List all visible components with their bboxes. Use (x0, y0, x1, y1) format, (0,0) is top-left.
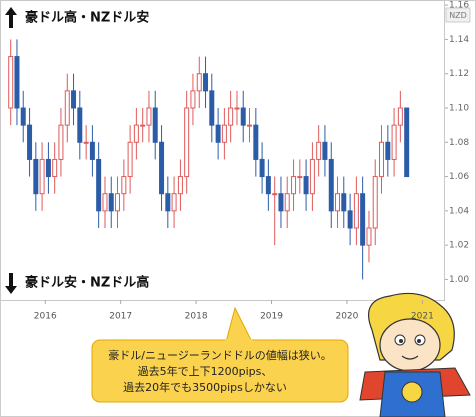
candle-body (404, 107, 410, 178)
y-tick-label: 1.10 (449, 104, 469, 114)
candle-body (234, 107, 240, 110)
candle-body (303, 176, 309, 195)
candle-body (127, 141, 133, 178)
down-arrow (5, 273, 17, 294)
y-tick-label: 1.00 (449, 275, 469, 285)
x-tick-label: 2017 (109, 312, 132, 322)
candle-body (27, 124, 33, 160)
candle-body (221, 124, 227, 143)
y-tick-label: 1.02 (449, 241, 469, 251)
x-tick-label: 2020 (335, 312, 358, 322)
x-tick-label: 2018 (185, 312, 208, 322)
candle-body (108, 193, 114, 212)
candle-body (265, 176, 271, 195)
candle-body (385, 141, 391, 160)
candle-body (45, 158, 51, 178)
candle-body (71, 90, 77, 109)
candle-body (247, 124, 253, 127)
candle-body (133, 124, 139, 143)
note-line: 豪ドル/ニュージーランドドルの値幅は狭い。 (108, 348, 332, 362)
candle-body (102, 193, 108, 212)
candle-body (347, 210, 353, 229)
y-tick-label: 1.14 (449, 35, 469, 45)
annotation: 豪ドル安・NZドル高 (25, 275, 149, 291)
x-tick-label: 2016 (34, 312, 57, 322)
callout (91, 339, 349, 403)
note-line: 過去5年で上下1200pips、 (138, 364, 273, 378)
x-tick-label: 2021 (411, 312, 434, 322)
candle-body (77, 107, 83, 143)
candle-body (309, 158, 315, 195)
candle-body (284, 193, 290, 212)
candle-body (291, 176, 297, 195)
candle-body (322, 141, 328, 160)
x-tick-label: 2019 (260, 312, 283, 322)
candle-body (33, 158, 39, 195)
candle-body (140, 124, 146, 127)
candle-body (328, 158, 334, 212)
candle-body (184, 107, 190, 178)
candle-body (152, 107, 158, 143)
candle-body (89, 141, 95, 160)
candle-body (397, 107, 403, 126)
candle-body (341, 193, 347, 212)
unit-label: NZD (449, 11, 467, 20)
candle-body (20, 107, 26, 126)
candle-body (115, 193, 121, 212)
candle-body (372, 176, 378, 229)
candle-body (196, 73, 202, 92)
note-line: 過去20年でも3500pipsしかない (123, 380, 287, 394)
y-tick-label: 1.04 (449, 206, 469, 216)
candle-body (171, 193, 177, 212)
candle-body (209, 90, 215, 126)
y-tick-label: 1.16 (449, 1, 469, 11)
candle-body (378, 141, 384, 178)
candle-body (253, 124, 259, 160)
candle-body (8, 56, 14, 109)
candle-body (190, 90, 196, 109)
candle-body (391, 124, 397, 160)
candle-body (316, 141, 322, 160)
candle-body (39, 158, 45, 195)
candle-body (297, 176, 303, 179)
callout-joint (225, 339, 253, 343)
candle-body (146, 107, 152, 126)
candle-body (52, 158, 58, 178)
candle-body (259, 158, 265, 178)
y-tick-label: 1.08 (449, 138, 469, 148)
candle-body (64, 90, 70, 126)
candle-body (360, 193, 366, 246)
candle-body (165, 193, 171, 212)
y-tick-label: 1.06 (449, 172, 469, 182)
candle-body (353, 193, 359, 229)
candle-body (159, 141, 165, 195)
annotation: 豪ドル高・NZドル安 (25, 10, 149, 26)
candle-body (121, 176, 127, 195)
candle-body (366, 227, 372, 246)
candle-body (203, 73, 209, 92)
candle-body (177, 176, 183, 195)
candles (8, 39, 410, 280)
candle-body (272, 193, 278, 196)
y-tick-label: 1.12 (449, 69, 469, 79)
candle-body (83, 141, 89, 144)
candle-body (215, 124, 221, 143)
up-arrow (5, 7, 17, 28)
unit-box (445, 7, 471, 23)
plot-area (0, 0, 445, 301)
candle-body (335, 193, 341, 212)
candle-body (58, 124, 64, 160)
candle-body (96, 158, 102, 212)
candle-body (278, 193, 284, 212)
mascot (359, 292, 471, 417)
candle-body (228, 107, 234, 126)
candle-body (240, 107, 246, 126)
candle-body (14, 56, 20, 109)
